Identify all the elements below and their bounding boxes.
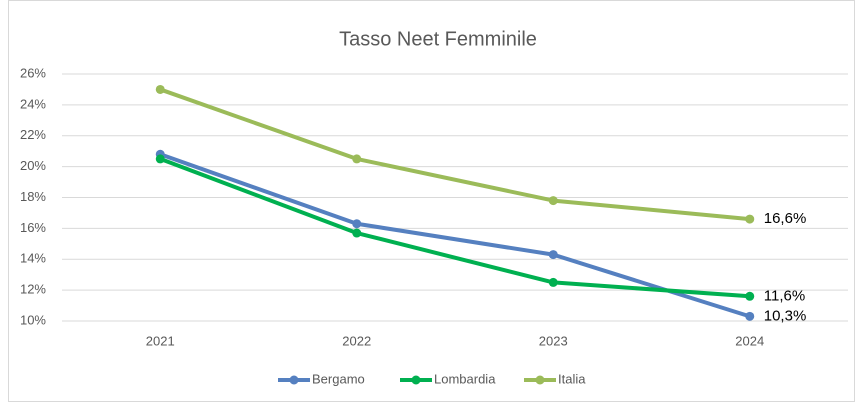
data-label: 11,6% — [764, 287, 805, 304]
y-tick-label: 14% — [20, 251, 46, 266]
x-tick-label: 2022 — [342, 333, 371, 348]
marker — [155, 154, 165, 164]
marker — [745, 311, 755, 321]
marker — [745, 291, 755, 301]
y-tick-label: 20% — [20, 158, 46, 173]
legend-marker — [411, 375, 421, 385]
x-tick-label: 2023 — [539, 333, 568, 348]
legend-label: Lombardia — [434, 371, 496, 386]
data-label: 16,6% — [764, 210, 807, 227]
marker — [155, 84, 165, 94]
chart-title: Tasso Neet Femminile — [339, 28, 537, 50]
data-label: 10,3% — [764, 307, 807, 324]
y-tick-label: 24% — [20, 96, 46, 111]
chart-border — [8, 0, 855, 402]
y-tick-label: 18% — [20, 189, 46, 204]
y-tick-label: 12% — [20, 282, 46, 297]
marker — [352, 154, 362, 164]
marker — [745, 214, 755, 224]
series-line — [158, 87, 752, 222]
y-tick-label: 26% — [20, 65, 46, 80]
x-tick-label: 2021 — [146, 333, 175, 348]
marker — [548, 250, 558, 260]
y-tick-label: 10% — [20, 312, 46, 327]
legend-marker — [535, 375, 545, 385]
legend-label: Bergamo — [312, 371, 365, 386]
legend-marker — [289, 375, 299, 385]
series-line — [158, 152, 752, 319]
y-tick-label: 16% — [20, 220, 46, 235]
marker — [352, 219, 362, 229]
x-tick-label: 2024 — [735, 333, 764, 348]
marker — [548, 196, 558, 206]
y-tick-label: 22% — [20, 127, 46, 142]
marker — [548, 277, 558, 287]
series-line — [158, 156, 752, 299]
legend-label: Italia — [558, 371, 586, 386]
marker — [352, 228, 362, 238]
